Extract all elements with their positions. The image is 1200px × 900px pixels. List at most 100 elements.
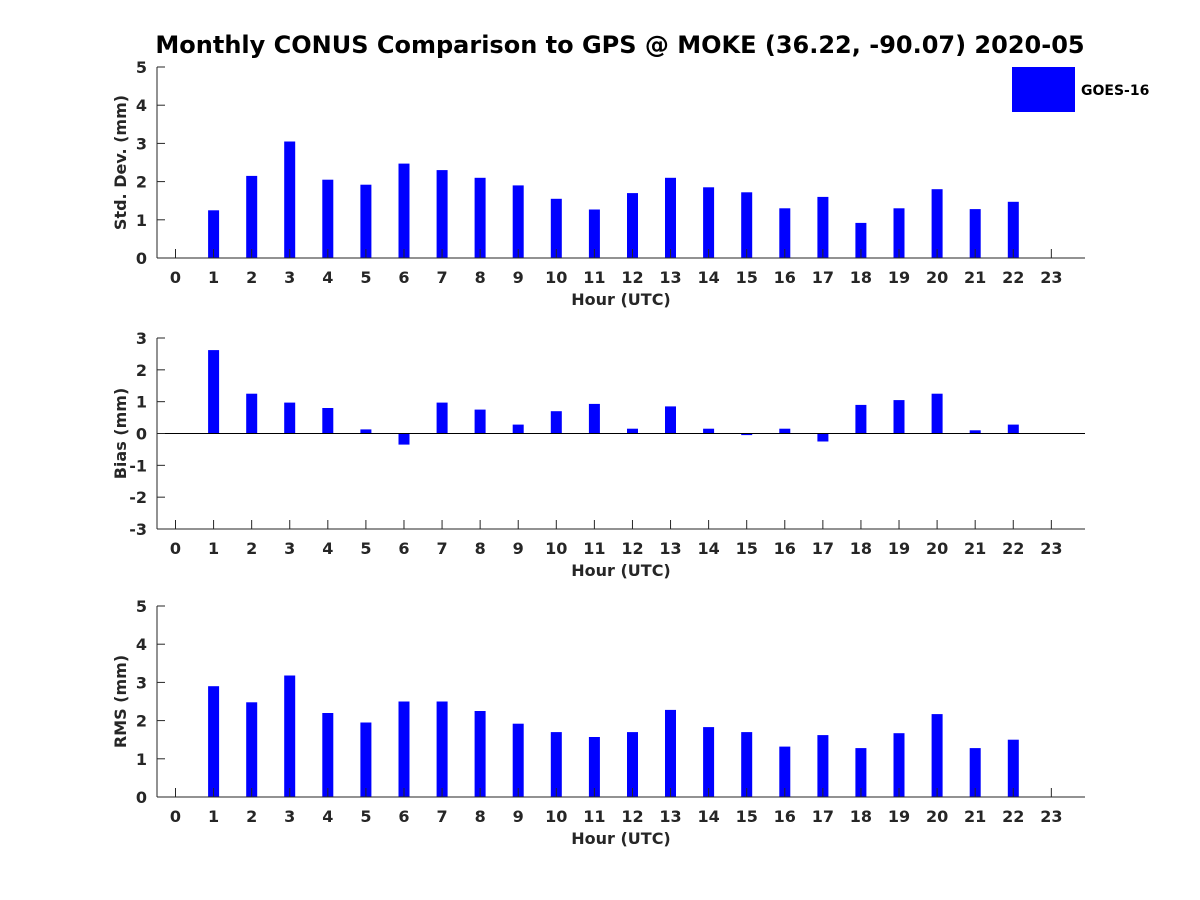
y-tick-label: 4: [136, 96, 147, 115]
x-tick-label: 3: [284, 807, 295, 826]
x-tick-label: 5: [360, 268, 371, 287]
bar-hour-10: [550, 198, 562, 258]
bar-hour-22: [1007, 201, 1019, 258]
x-tick-label: 11: [583, 268, 605, 287]
y-tick-label: 1: [136, 750, 147, 769]
x-tick-label: 9: [513, 807, 524, 826]
x-tick-label: 14: [697, 539, 719, 558]
x-tick-label: 18: [850, 807, 872, 826]
x-tick-label: 12: [621, 268, 643, 287]
bar-hour-16: [779, 746, 791, 797]
x-tick-label: 5: [360, 807, 371, 826]
x-tick-label: 23: [1040, 268, 1062, 287]
bar-hour-13: [665, 406, 676, 434]
legend: GOES-16: [1012, 67, 1149, 112]
x-tick-label: 3: [284, 539, 295, 558]
y-tick-label: 0: [136, 425, 147, 444]
legend-label: GOES-16: [1081, 83, 1149, 99]
bar-hour-7: [436, 402, 448, 434]
bar-hour-6: [398, 433, 410, 445]
bar-hour-2: [246, 702, 258, 797]
x-tick-label: 23: [1040, 807, 1062, 826]
bar-hour-3: [284, 141, 296, 258]
bar-hour-19: [893, 400, 905, 434]
x-tick-label: 0: [170, 807, 181, 826]
x-tick-label: 18: [850, 268, 872, 287]
bar-hour-20: [931, 714, 943, 797]
bar-hour-18: [855, 404, 867, 434]
x-tick-label: 2: [246, 807, 257, 826]
bar-hour-5: [360, 722, 372, 797]
x-tick-label: 8: [475, 807, 486, 826]
bar-hour-11: [588, 209, 600, 258]
x-tick-label: 3: [284, 268, 295, 287]
x-tick-label: 15: [736, 539, 758, 558]
bar-hour-22: [1007, 424, 1019, 434]
x-axis-label: Hour (UTC): [571, 561, 671, 580]
x-tick-label: 1: [208, 268, 219, 287]
x-tick-label: 1: [208, 539, 219, 558]
bar-hour-12: [627, 428, 638, 434]
x-tick-label: 13: [659, 268, 681, 287]
x-tick-label: 15: [736, 268, 758, 287]
bar-hour-9: [512, 185, 524, 258]
x-tick-label: 16: [774, 807, 796, 826]
bar-hour-14: [703, 727, 715, 797]
x-tick-label: 12: [621, 807, 643, 826]
x-tick-label: 17: [812, 268, 834, 287]
bar-hour-16: [779, 428, 791, 434]
x-tick-label: 16: [774, 539, 796, 558]
bar-hour-17: [817, 433, 829, 442]
y-axis-label: Bias (mm): [111, 388, 130, 480]
bar-hour-16: [779, 208, 791, 258]
bar-hour-22: [1007, 739, 1019, 797]
bar-hour-5: [360, 429, 372, 434]
x-tick-label: 19: [888, 539, 910, 558]
y-tick-label: 0: [136, 249, 147, 268]
y-tick-label: 2: [136, 712, 147, 731]
chart-title: Monthly CONUS Comparison to GPS @ MOKE (…: [155, 31, 1084, 59]
x-tick-label: 1: [208, 807, 219, 826]
x-tick-label: 9: [513, 539, 524, 558]
bar-hour-5: [360, 184, 372, 258]
bar-hour-21: [969, 430, 981, 434]
x-tick-label: 9: [513, 268, 524, 287]
y-tick-label: 3: [136, 329, 147, 348]
bar-hour-10: [550, 411, 562, 434]
x-tick-label: 13: [659, 807, 681, 826]
x-tick-label: 4: [322, 807, 333, 826]
x-tick-label: 14: [697, 807, 719, 826]
bar-hour-19: [893, 733, 905, 797]
x-tick-label: 22: [1002, 539, 1024, 558]
bar-hour-3: [284, 675, 296, 797]
bar-hour-7: [436, 701, 448, 797]
bar-hour-20: [931, 393, 943, 434]
y-tick-label: 4: [136, 635, 147, 654]
x-tick-label: 21: [964, 807, 986, 826]
bar-hour-2: [246, 393, 258, 434]
x-tick-label: 22: [1002, 268, 1024, 287]
bar-hour-17: [817, 735, 829, 797]
bar-hour-12: [627, 732, 638, 797]
bar-hour-13: [665, 709, 676, 797]
x-tick-label: 17: [812, 539, 834, 558]
bar-hour-11: [588, 403, 600, 434]
bar-hour-6: [398, 163, 410, 258]
bar-hour-6: [398, 701, 410, 797]
y-tick-label: 3: [136, 134, 147, 153]
bar-hour-15: [741, 433, 753, 436]
x-tick-label: 13: [659, 539, 681, 558]
y-tick-label: -1: [129, 456, 147, 475]
x-tick-label: 5: [360, 539, 371, 558]
bar-hour-4: [322, 408, 334, 434]
bar-hour-4: [322, 179, 334, 258]
x-tick-label: 22: [1002, 807, 1024, 826]
x-tick-label: 4: [322, 268, 333, 287]
x-tick-label: 20: [926, 268, 948, 287]
bar-hour-8: [474, 711, 486, 797]
bar-hour-2: [246, 175, 258, 258]
bar-hour-4: [322, 713, 334, 797]
x-tick-label: 10: [545, 807, 567, 826]
